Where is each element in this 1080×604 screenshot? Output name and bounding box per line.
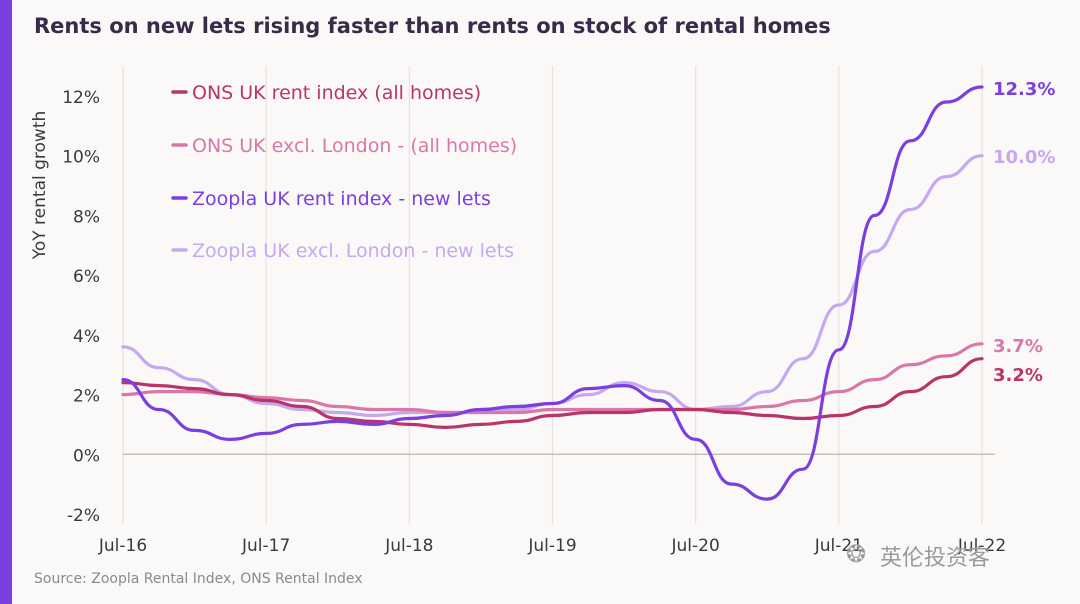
- legend-label: Zoopla UK excl. London - new lets: [192, 240, 514, 262]
- source-note: Source: Zoopla Rental Index, ONS Rental …: [34, 571, 363, 587]
- y-tick-label: 0%: [73, 446, 100, 466]
- legend-label: Zoopla UK rent index - new lets: [192, 188, 491, 210]
- x-tick-label: Jul-18: [384, 536, 433, 556]
- series-line: [121, 342, 984, 415]
- y-tick-label: 6%: [73, 267, 100, 287]
- legend-label: ONS UK rent index (all homes): [192, 82, 481, 104]
- series-line: [121, 85, 984, 501]
- x-tick-label: Jul-17: [241, 536, 290, 556]
- accent-bar: [0, 0, 12, 604]
- y-tick-label: 4%: [73, 327, 100, 347]
- x-tick-label: Jul-19: [527, 536, 576, 556]
- y-tick-label: 12%: [62, 88, 100, 108]
- y-axis-label: YoY rental growth: [30, 111, 50, 261]
- x-tick-label: Jul-16: [98, 536, 147, 556]
- wechat-icon: ❂: [846, 540, 867, 568]
- x-tick-label: Jul-22: [957, 536, 1006, 556]
- series-line: [121, 357, 984, 429]
- y-tick-label: 10%: [62, 148, 100, 168]
- y-tick-label: -2%: [67, 506, 100, 526]
- series-end-label: 3.7%: [993, 336, 1043, 357]
- y-tick-label: 8%: [73, 207, 100, 227]
- series-end-label: 12.3%: [993, 79, 1055, 100]
- legend-label: ONS UK excl. London - (all homes): [192, 135, 517, 157]
- x-tick-label: Jul-20: [671, 536, 720, 556]
- chart-title: Rents on new lets rising faster than ren…: [34, 14, 831, 38]
- x-tick-label: Jul-21: [814, 536, 863, 556]
- y-tick-label: 2%: [73, 387, 100, 407]
- series-end-label: 10.0%: [993, 147, 1055, 168]
- watermark: 英伦投资客: [880, 546, 991, 571]
- series-end-label: 3.2%: [993, 365, 1043, 386]
